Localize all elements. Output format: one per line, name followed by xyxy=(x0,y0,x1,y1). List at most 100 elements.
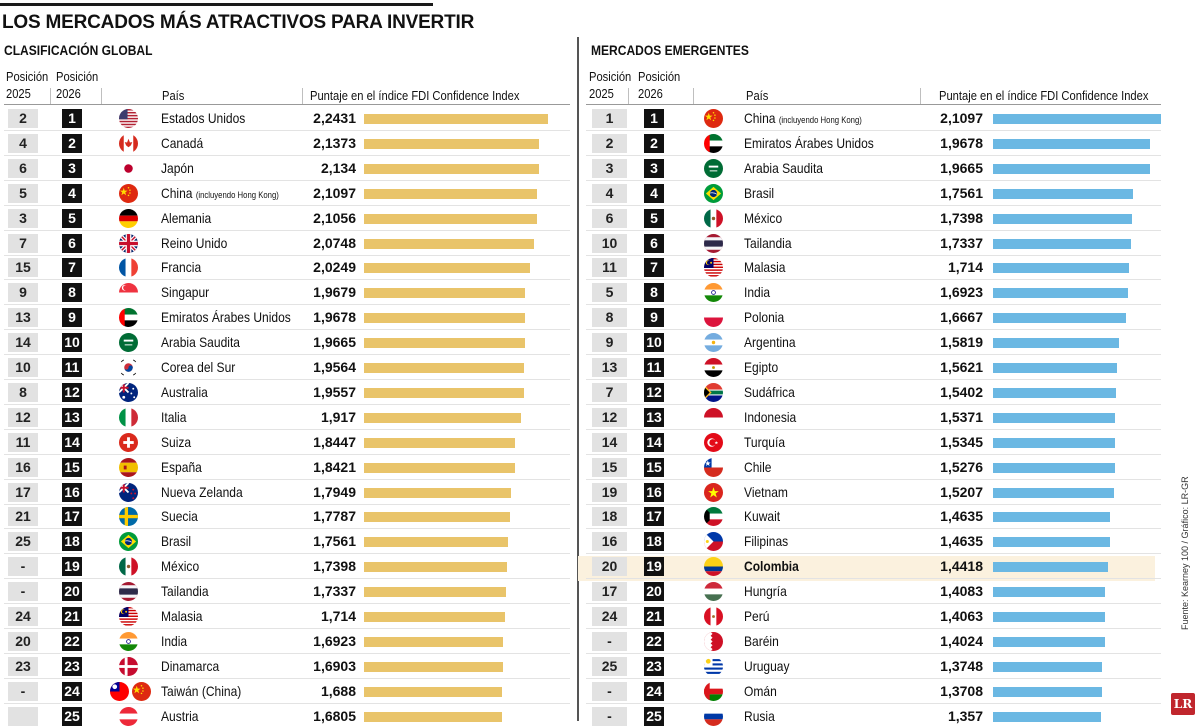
uy-flag-graphic xyxy=(704,656,723,676)
ch-flag-graphic xyxy=(119,432,138,452)
country-label: Sudáfrica xyxy=(744,383,795,400)
position-2025: 8 xyxy=(8,382,38,402)
score-value: 1,5819 xyxy=(940,334,983,351)
table-row: 11 7 Malasia 1,714 xyxy=(586,255,1161,281)
row-separator xyxy=(4,379,570,380)
au-flag-graphic xyxy=(119,382,138,402)
table-row: - 20 Tailandia 1,7337 xyxy=(4,579,570,605)
th-flag-icon xyxy=(119,582,138,602)
country-name: Australia xyxy=(161,384,208,401)
us-flag-icon xyxy=(119,109,138,128)
country-label: Indonesia xyxy=(744,408,797,425)
score-bar xyxy=(364,288,525,299)
country-name: Italia xyxy=(161,409,186,426)
bh-flag-icon xyxy=(704,631,723,651)
it-flag-icon xyxy=(119,407,138,427)
position-2026: 5 xyxy=(62,208,82,228)
row-separator xyxy=(586,279,1161,281)
row-separator xyxy=(586,702,1161,704)
position-2025: 5 xyxy=(592,283,627,303)
position-2026: 16 xyxy=(644,482,664,502)
table-row: 25 Austria 1,6805 xyxy=(4,704,570,728)
br-flag-graphic xyxy=(704,183,723,203)
country-name: China (incluyendo Hong Kong) xyxy=(161,185,279,204)
row-separator xyxy=(586,403,1161,405)
co-flag-graphic xyxy=(704,557,723,577)
position-2025: 10 xyxy=(592,233,627,253)
country-name: Sudáfrica xyxy=(744,384,795,401)
position-2026: 18 xyxy=(644,532,664,552)
cn-flag-icon xyxy=(704,109,723,128)
ae-flag-icon xyxy=(704,133,723,153)
position-2025: 13 xyxy=(592,358,627,377)
row-separator xyxy=(4,304,570,306)
country-name: Arabia Saudita xyxy=(161,334,240,351)
row-separator xyxy=(586,652,1161,654)
country-name: Arabia Saudita xyxy=(744,160,823,177)
country-name: Vietnam xyxy=(744,484,788,501)
es-flag-graphic xyxy=(119,457,138,477)
position-2025: 17 xyxy=(592,582,627,602)
score-value: 1,7787 xyxy=(313,508,356,525)
position-2026: 21 xyxy=(62,607,82,626)
score-bar xyxy=(993,338,1119,349)
position-2025: 2 xyxy=(592,133,627,153)
score-bar xyxy=(364,537,508,548)
country-label: Dinamarca xyxy=(161,657,220,674)
country-name: Hungría xyxy=(744,583,787,600)
score-bar xyxy=(364,138,539,149)
score-bar xyxy=(993,661,1102,672)
emerging-header-score: Puntaje en el índice FDI Confidence Inde… xyxy=(939,88,1149,103)
position-2025: - xyxy=(8,557,38,577)
score-value: 1,5276 xyxy=(940,458,983,475)
position-2026: 4 xyxy=(644,183,664,203)
position-2026: 12 xyxy=(62,382,82,402)
country-label: Rusia xyxy=(744,707,775,724)
bh-flag-graphic xyxy=(704,631,723,651)
score-bar xyxy=(993,238,1131,249)
score-value: 1,5621 xyxy=(940,359,983,375)
country-label: Tailandia xyxy=(744,234,792,251)
table-row: 5 8 India 1,6923 xyxy=(586,280,1161,306)
pl-flag-icon xyxy=(704,308,723,328)
position-2026: 18 xyxy=(62,532,82,552)
score-value: 1,917 xyxy=(320,408,356,425)
score-value: 1,357 xyxy=(947,707,983,724)
table-row: 18 17 Kuwait 1,4635 xyxy=(586,504,1161,530)
country-name: Emiratos Árabes Unidos xyxy=(161,309,291,326)
position-2025: 11 xyxy=(592,258,627,278)
score-value: 2,0748 xyxy=(313,234,356,251)
gb-flag-graphic xyxy=(119,233,138,253)
score-bar xyxy=(364,661,503,672)
country-label: Perú xyxy=(744,608,770,624)
row-separator xyxy=(4,702,570,704)
cl-flag-graphic xyxy=(704,457,723,477)
ca-flag-icon xyxy=(119,133,138,153)
position-2025: 9 xyxy=(592,333,627,353)
ru-flag-graphic xyxy=(704,706,723,726)
position-2025: - xyxy=(8,582,38,602)
panel-divider xyxy=(577,37,579,721)
table-row: 3 3 Arabia Saudita 1,9665 xyxy=(586,156,1161,181)
table-row: 25 23 Uruguay 1,3748 xyxy=(586,654,1161,679)
se-flag-icon xyxy=(119,507,138,527)
position-2025: 6 xyxy=(592,208,627,228)
cn-flag-graphic xyxy=(119,183,138,203)
ae-flag-graphic xyxy=(704,133,723,153)
score-bar xyxy=(364,636,503,647)
score-value: 1,4635 xyxy=(940,508,983,525)
position-2026: 20 xyxy=(62,582,82,602)
ru-flag-icon xyxy=(704,706,723,726)
row-separator xyxy=(586,503,1161,505)
header-divider xyxy=(50,88,51,104)
at-flag-graphic xyxy=(119,706,138,726)
ch-flag-icon xyxy=(119,432,138,452)
position-2026: 13 xyxy=(62,407,82,427)
ae-flag-graphic xyxy=(119,308,138,328)
score-bar xyxy=(993,313,1126,324)
th-flag-graphic xyxy=(119,582,138,602)
mx-flag-icon xyxy=(704,208,723,228)
vn-flag-graphic xyxy=(704,482,723,502)
country-label: Emiratos Árabes Unidos xyxy=(161,309,291,326)
country-name: Perú xyxy=(744,608,769,625)
